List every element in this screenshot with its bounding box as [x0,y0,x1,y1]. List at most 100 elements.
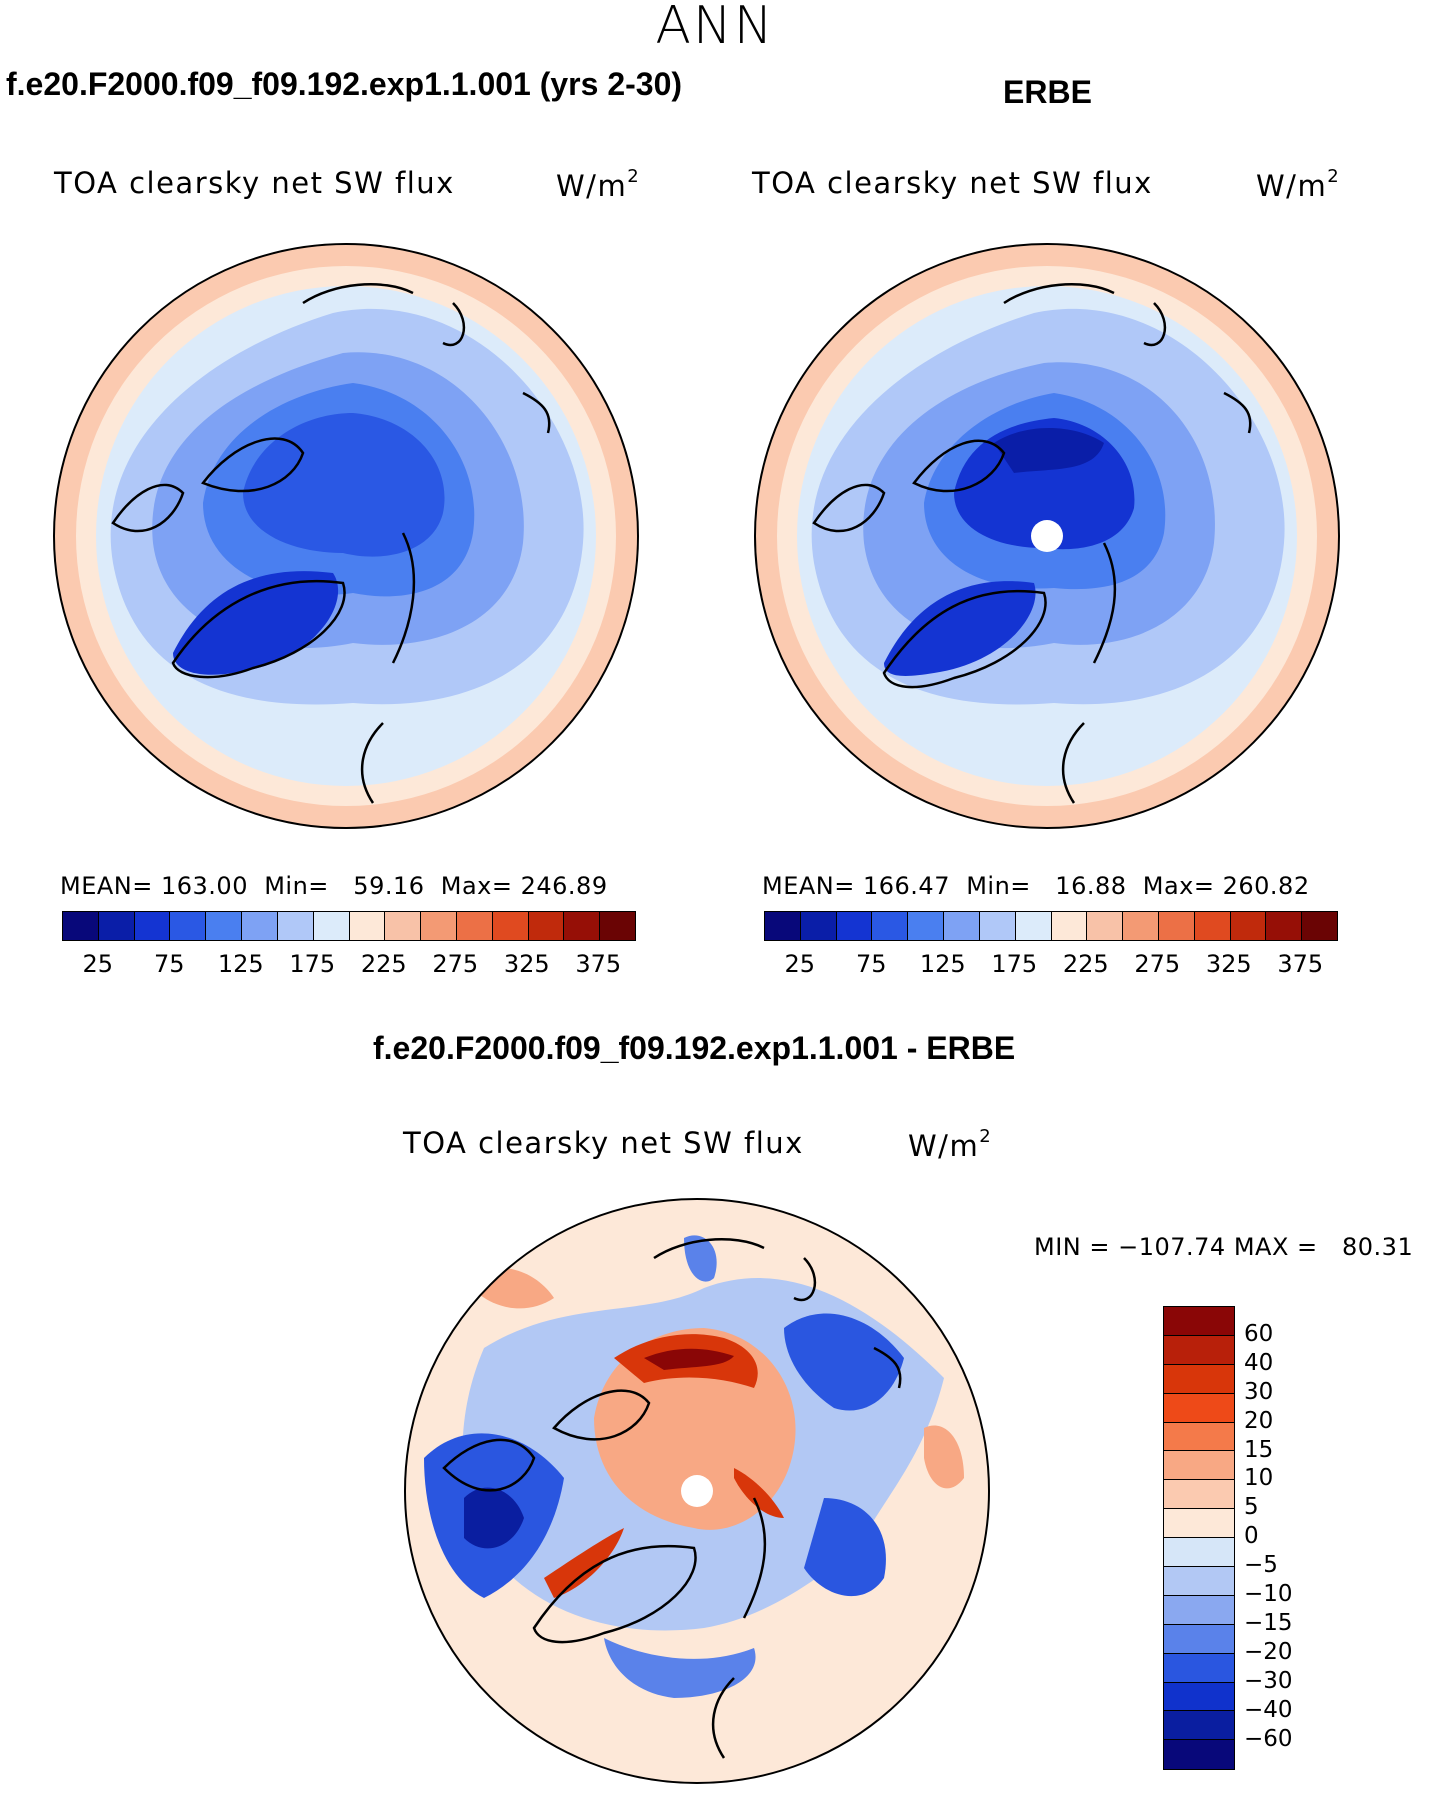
model-colorbar-swatch [63,912,99,940]
model-stats: MEAN= 163.00 Min= 59.16 Max= 246.89 [60,872,608,900]
obs-colorbar-swatch [908,912,945,940]
model-case-title: f.e20.F2000.f09_f09.192.exp1.1.001 (yrs … [6,66,683,102]
obs-colorbar-swatch [979,912,1016,940]
diff-colorbar-tick-label: −10 [1244,1581,1293,1607]
model-colorbar-swatch [170,912,207,940]
model-colorbar-tick-label: 375 [575,950,622,978]
obs-colorbar-tick-label: 225 [1062,950,1109,978]
diff-colorbar-tick-label: 0 [1244,1523,1259,1550]
diff-colorbar-swatch [1164,1393,1234,1423]
diff-colorbar-swatch [1164,1567,1234,1596]
obs-colorbar-tick-label: 25 [784,950,816,978]
diff-colorbar-tick-label: 20 [1244,1407,1274,1434]
season-title: ANN [655,0,775,56]
diff-colorbar-swatch [1164,1451,1234,1481]
diff-colorbar-tick-label: −5 [1244,1552,1278,1579]
obs-stats: MEAN= 166.47 Min= 16.88 Max= 260.82 [762,872,1310,900]
model-colorbar [62,911,636,941]
diff-colorbar-tick-label: −60 [1244,1725,1293,1752]
model-colorbar-swatch [600,912,635,940]
diff-colorbar-tick-label: 30 [1244,1378,1274,1405]
diff-colorbar-tick-label: 15 [1244,1436,1274,1463]
obs-colorbar [764,911,1338,941]
diff-colorbar-swatch [1164,1307,1234,1336]
diff-colorbar-tick-label: 5 [1244,1494,1259,1521]
diff-colorbar-swatch [1164,1335,1234,1365]
diff-colorbar-tick-label: −15 [1244,1609,1293,1636]
obs-field-name: TOA clearsky net SW flux [752,166,1153,200]
model-colorbar-swatch [277,912,314,940]
obs-colorbar-tick-label: 175 [991,950,1038,978]
diff-colorbar-swatch [1164,1595,1234,1625]
model-colorbar-swatch [456,912,493,940]
obs-colorbar-swatch [800,912,837,940]
model-colorbar-swatch [242,912,278,940]
diff-colorbar-swatch [1164,1364,1234,1394]
obs-case-title: ERBE [1003,74,1092,110]
diff-units: W/m2 [908,1126,993,1163]
model-colorbar-swatch [421,912,457,940]
diff-colorbar-swatch [1164,1422,1234,1452]
model-colorbar-swatch [134,912,171,940]
model-colorbar-tick-label: 175 [289,950,336,978]
diff-colorbar-swatch [1164,1624,1234,1654]
obs-colorbar-swatch [836,912,873,940]
obs-colorbar-swatch [1194,912,1231,940]
diff-colorbar-swatch [1164,1711,1234,1741]
model-polar-map [53,243,639,829]
diff-colorbar-ticks: 60 40 30 20 15 10 5 0 −5 −10 −15 −20 −30 −40 −60 [1244,1306,1324,1770]
model-colorbar-tick-label: 225 [360,950,407,978]
obs-colorbar-tick-label: 275 [1134,950,1181,978]
diff-stats: MIN = −107.74 MAX = 80.31 [1034,1233,1414,1261]
obs-colorbar-swatch [1158,912,1195,940]
diff-colorbar-swatch [1164,1682,1234,1712]
obs-colorbar-swatch [1087,912,1124,940]
obs-colorbar-swatch [1230,912,1267,940]
model-colorbar-swatch [349,912,386,940]
obs-polar-map [754,243,1340,829]
model-colorbar-swatch [385,912,422,940]
model-colorbar-swatch [492,912,529,940]
obs-colorbar-tick-label: 375 [1277,950,1324,978]
model-colorbar-tick-label: 275 [432,950,479,978]
diff-colorbar-swatch [1164,1653,1234,1683]
model-colorbar-swatch [313,912,350,940]
model-colorbar-swatch [98,912,135,940]
diff-case-title: f.e20.F2000.f09_f09.192.exp1.1.001 - ERB… [373,1030,1016,1066]
diff-colorbar-swatch [1164,1480,1234,1510]
obs-colorbar-swatch [1123,912,1159,940]
diff-colorbar-swatch [1164,1509,1234,1539]
obs-colorbar-swatch [1051,912,1088,940]
diff-colorbar-tick-label: −20 [1244,1638,1293,1665]
obs-colorbar-swatch [944,912,980,940]
diff-colorbar-swatch [1164,1740,1234,1770]
diff-polar-map [404,1198,990,1784]
obs-colorbar-tick-label: 325 [1205,950,1252,978]
model-colorbar-tick-label: 25 [82,950,114,978]
diff-field-name: TOA clearsky net SW flux [403,1126,804,1160]
obs-colorbar-swatch [872,912,909,940]
obs-colorbar-tick-label: 125 [919,950,966,978]
model-colorbar-tick-label: 75 [153,950,185,978]
diff-colorbar [1163,1306,1235,1771]
model-colorbar-tick-label: 125 [217,950,264,978]
model-colorbar-swatch [564,912,601,940]
model-colorbar-swatch [528,912,565,940]
diff-colorbar-tick-label: −40 [1244,1696,1293,1723]
obs-colorbar-swatch [1266,912,1303,940]
diff-colorbar-tick-label: 40 [1244,1349,1274,1376]
obs-colorbar-ticks: 25 75 125 175 225 275 325 375 [764,950,1336,980]
obs-colorbar-swatch [1015,912,1052,940]
diff-colorbar-tick-label: 10 [1244,1465,1274,1492]
model-colorbar-ticks: 25 75 125 175 225 275 325 375 [62,950,634,980]
obs-colorbar-swatch [765,912,801,940]
diff-colorbar-swatch [1164,1538,1234,1568]
diff-colorbar-tick-label: −30 [1244,1667,1293,1694]
model-colorbar-swatch [206,912,243,940]
model-colorbar-tick-label: 325 [503,950,550,978]
diff-colorbar-tick-label: 60 [1244,1320,1274,1347]
model-field-name: TOA clearsky net SW flux [54,166,455,200]
obs-colorbar-swatch [1302,912,1337,940]
model-units: W/m2 [556,166,641,203]
obs-colorbar-tick-label: 75 [855,950,887,978]
